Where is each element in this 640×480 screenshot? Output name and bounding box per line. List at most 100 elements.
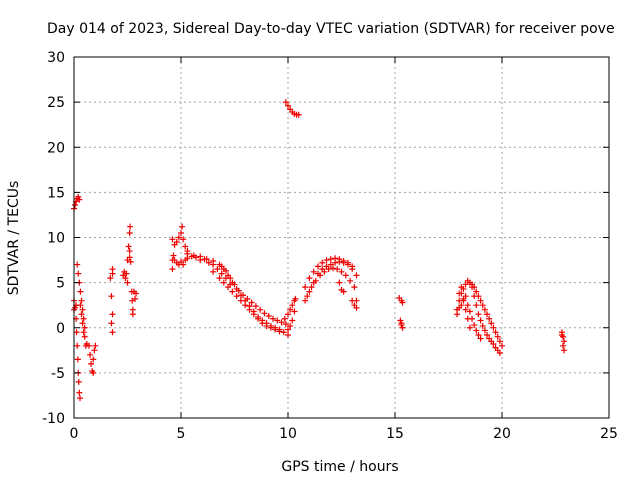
data-point (109, 329, 116, 336)
data-point (235, 287, 242, 294)
y-tick-label: 25 (47, 95, 65, 111)
y-axis-label: SDTVAR / TECUs (6, 181, 22, 296)
data-point (295, 111, 302, 118)
data-point (78, 297, 85, 304)
data-point (285, 326, 291, 333)
data-point (205, 259, 212, 266)
data-point (399, 299, 406, 306)
data-point (270, 315, 277, 322)
data-point (79, 320, 86, 327)
data-point (126, 254, 133, 261)
data-point (170, 252, 177, 259)
data-point (79, 306, 86, 313)
data-point (169, 236, 176, 243)
data-point (246, 306, 253, 313)
data-point (327, 256, 334, 263)
data-point (327, 261, 334, 268)
data-point (321, 268, 328, 275)
data-point (124, 279, 131, 286)
data-point (340, 257, 347, 264)
data-point (477, 317, 484, 324)
data-point (73, 329, 80, 336)
data-point (460, 297, 467, 304)
data-point (90, 369, 97, 376)
data-point (499, 342, 505, 349)
data-point (496, 338, 503, 345)
data-point (81, 333, 88, 340)
data-point (91, 347, 98, 354)
data-point (289, 302, 296, 309)
data-point (319, 259, 326, 266)
data-point (349, 263, 356, 270)
y-tick-label: 5 (56, 276, 65, 292)
data-point (276, 328, 283, 335)
data-point (561, 338, 568, 345)
data-point (353, 304, 360, 311)
data-point (261, 310, 268, 317)
data-point (242, 302, 249, 309)
data-point (475, 331, 482, 338)
data-point (464, 302, 471, 309)
data-point (210, 268, 217, 275)
data-point (462, 281, 469, 288)
data-point (278, 319, 285, 326)
data-point (129, 311, 136, 318)
data-point (109, 311, 116, 318)
data-point (304, 293, 311, 300)
data-point (237, 297, 244, 304)
data-point (473, 288, 480, 295)
data-point (263, 322, 270, 329)
data-point (329, 265, 336, 272)
data-point (466, 308, 473, 315)
data-point (492, 329, 499, 336)
data-point (287, 322, 294, 329)
data-point (231, 281, 238, 288)
data-point (255, 315, 262, 322)
data-point (308, 284, 315, 291)
data-point (109, 270, 116, 277)
data-point (123, 270, 130, 277)
data-point (180, 261, 187, 268)
data-point (272, 326, 279, 333)
data-point (240, 292, 247, 299)
data-point (175, 234, 182, 241)
data-point (218, 270, 225, 277)
data-point (353, 272, 360, 279)
data-point (267, 324, 274, 331)
data-point (214, 266, 221, 273)
data-point (490, 324, 497, 331)
data-points (71, 99, 568, 402)
data-point (323, 257, 330, 264)
data-point (325, 266, 332, 273)
data-point (203, 256, 210, 263)
data-point (126, 229, 133, 236)
data-point (302, 284, 309, 291)
data-point (473, 302, 480, 309)
x-tick-label: 25 (600, 426, 618, 442)
data-point (456, 290, 463, 297)
data-point (108, 293, 115, 300)
y-tick-label: 30 (47, 50, 65, 66)
data-point (220, 279, 227, 286)
y-tick-label: 15 (47, 185, 65, 201)
data-point (92, 342, 99, 349)
data-point (336, 279, 343, 286)
data-point (462, 293, 469, 300)
data-point (74, 356, 81, 363)
data-point (126, 248, 133, 255)
data-point (494, 333, 501, 340)
data-point (180, 236, 187, 243)
data-point (250, 311, 257, 318)
chart-title: Day 014 of 2023, Sidereal Day-to-day VTE… (47, 21, 615, 37)
data-point (486, 315, 493, 322)
x-tick-label: 0 (70, 426, 79, 442)
data-point (399, 324, 406, 331)
data-point (78, 311, 85, 318)
axes: 0 5 10 15 20 25 -10 -5 0 5 10 15 20 25 30 (42, 50, 618, 442)
data-point (280, 329, 287, 336)
data-point (88, 360, 95, 367)
data-point (469, 284, 476, 291)
data-point (87, 351, 94, 358)
data-point (458, 284, 465, 291)
data-point (484, 311, 491, 318)
